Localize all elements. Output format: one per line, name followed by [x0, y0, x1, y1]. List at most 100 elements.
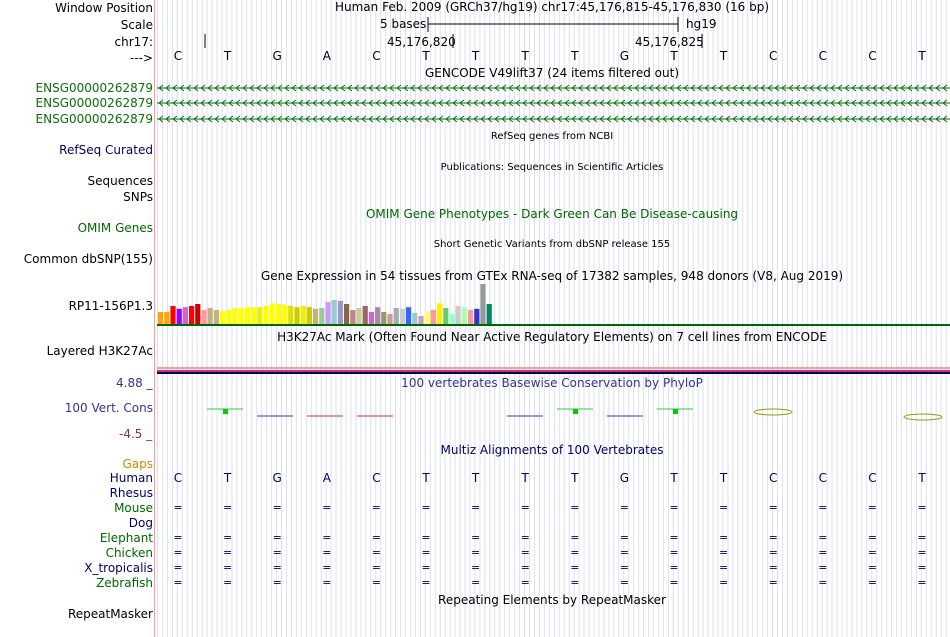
alignment-match: =: [917, 501, 927, 514]
alignment-match: =: [470, 561, 481, 574]
refseq-label[interactable]: RefSeq Curated: [59, 143, 153, 157]
alignment-match: =: [768, 576, 778, 589]
gencode-item-2[interactable]: ENSG00000262879: [35, 96, 153, 110]
strand-arrow: [536, 115, 542, 123]
strand-arrow: [690, 84, 696, 92]
strand-arrow: [438, 115, 444, 123]
omim-label[interactable]: OMIM Genes: [77, 221, 153, 235]
strand-arrow: [277, 84, 283, 92]
strand-arrow: [200, 84, 206, 92]
base-letter: C: [173, 49, 183, 63]
base-letter: C: [818, 49, 827, 63]
multiz-title[interactable]: Multiz Alignments of 100 Vertebrates: [440, 443, 664, 457]
gtex-bar: [406, 307, 412, 324]
strand-arrow: [900, 84, 906, 92]
phylop-label[interactable]: 100 Vert. Cons: [64, 401, 153, 415]
gencode-gene-lines[interactable]: [157, 80, 950, 128]
repeatmasker-label[interactable]: RepeatMasker: [67, 607, 153, 621]
refseq-title[interactable]: RefSeq genes from NCBI: [490, 131, 614, 142]
strand-arrow: [326, 99, 332, 107]
alignment-base: T: [471, 471, 480, 485]
phylop-title[interactable]: 100 vertebrates Basewise Conservation by…: [401, 376, 703, 390]
strand-arrow: [669, 99, 675, 107]
h3k27ac-title[interactable]: H3K27Ac Mark (Often Found Near Active Re…: [277, 330, 827, 344]
phylop-chart[interactable]: [157, 400, 950, 430]
dbsnp-title[interactable]: Short Genetic Variants from dbSNP releas…: [433, 239, 671, 250]
strand-arrow: [417, 84, 423, 92]
strand-arrow: [333, 99, 339, 107]
strand-arrow: [284, 84, 290, 92]
species-label[interactable]: Zebrafish: [96, 576, 153, 590]
snps-label[interactable]: SNPs: [123, 190, 153, 204]
strand-arrow: [767, 99, 773, 107]
species-label[interactable]: Elephant: [99, 531, 153, 545]
alignment-match: =: [173, 531, 183, 544]
species-label[interactable]: X_tropicalis: [84, 561, 153, 575]
strand-arrow: [928, 84, 934, 92]
alignment-match: =: [520, 501, 530, 514]
omim-title[interactable]: OMIM Gene Phenotypes - Dark Green Can Be…: [365, 207, 739, 221]
gtex-bar-chart[interactable]: [157, 283, 950, 328]
alignment-match: =: [322, 546, 332, 559]
strand-arrow: [557, 84, 563, 92]
strand-arrow: [158, 115, 164, 123]
publications-label[interactable]: Sequences: [87, 174, 153, 188]
dbsnp-label[interactable]: Common dbSNP(155): [23, 252, 153, 266]
strand-arrow: [634, 115, 640, 123]
strand-arrow: [676, 84, 682, 92]
strand-arrow: [599, 99, 605, 107]
species-label[interactable]: Rhesus: [109, 486, 153, 500]
strand-arrow: [361, 84, 367, 92]
alignment-match: =: [322, 531, 332, 544]
track-label-divider: [154, 0, 155, 637]
strand-arrow: [858, 99, 864, 107]
gaps-label[interactable]: Gaps: [122, 457, 153, 471]
strand-arrow: [823, 115, 829, 123]
phylop-mark: [903, 413, 943, 421]
h3k27ac-signal[interactable]: [157, 366, 950, 374]
strand-arrow: [711, 115, 717, 123]
repeatmasker-title[interactable]: Repeating Elements by RepeatMasker: [438, 593, 666, 607]
strand-arrow: [928, 115, 934, 123]
strand-arrow: [298, 99, 304, 107]
strand-arrow: [627, 84, 633, 92]
strand-arrow: [214, 84, 220, 92]
strand-arrow: [669, 84, 675, 92]
strand-arrow: [382, 84, 388, 92]
strand-arrow: [158, 84, 164, 92]
gencode-title[interactable]: GENCODE V49lift37 (24 items filtered out…: [424, 66, 680, 80]
strand-arrow: [697, 115, 703, 123]
strand-arrow: [291, 84, 297, 92]
strand-arrow: [249, 84, 255, 92]
alignment-match: =: [867, 546, 877, 559]
gtex-bar: [455, 306, 461, 324]
strand-arrow: [732, 84, 738, 92]
gtex-label[interactable]: RP11-156P1.3: [68, 299, 153, 313]
alignment-match: =: [619, 576, 629, 589]
strand-arrow: [767, 84, 773, 92]
strand-arrow: [529, 115, 535, 123]
alignment-match: =: [917, 531, 927, 544]
alignment-base: C: [868, 471, 877, 485]
strand-arrow: [186, 99, 192, 107]
strand-arrow: [375, 84, 381, 92]
species-label[interactable]: Mouse: [114, 501, 153, 515]
alignment-match: =: [222, 576, 233, 589]
gtex-bar: [282, 304, 288, 324]
gencode-item-1[interactable]: ENSG00000262879: [35, 81, 153, 95]
gtex-bar: [331, 300, 337, 324]
gtex-title[interactable]: Gene Expression in 54 tissues from GTEx …: [260, 269, 844, 283]
strand-arrow: [529, 99, 535, 107]
alignment-base: T: [223, 471, 232, 485]
gtex-bar: [437, 303, 443, 324]
species-label[interactable]: Human: [109, 471, 153, 485]
species-label[interactable]: Chicken: [105, 546, 153, 560]
gtex-bar: [313, 308, 319, 324]
h3k27ac-label[interactable]: Layered H3K27Ac: [46, 344, 153, 358]
base-letter: T: [918, 49, 926, 63]
species-label[interactable]: Dog: [128, 516, 153, 530]
strand-arrow: [312, 84, 318, 92]
publications-title[interactable]: Publications: Sequences in Scientific Ar…: [440, 162, 664, 173]
gencode-item-3[interactable]: ENSG00000262879: [35, 112, 153, 126]
scale-bar: [427, 17, 679, 32]
